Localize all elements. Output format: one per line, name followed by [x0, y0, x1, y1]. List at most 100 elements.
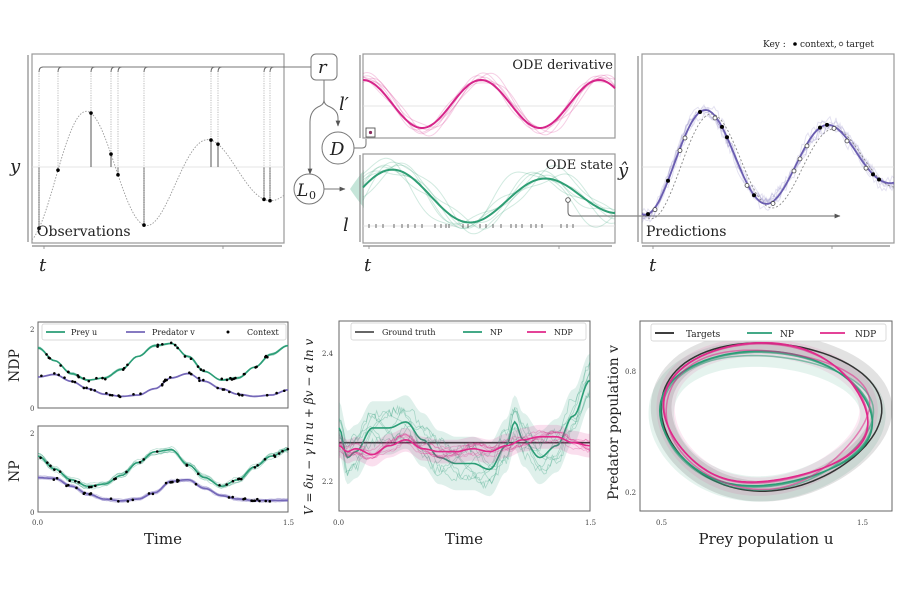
observation-point	[56, 168, 60, 172]
context-point	[202, 378, 205, 382]
state-time-ticks	[368, 224, 574, 228]
prediction-target-point	[677, 148, 683, 153]
observation-bus-branch	[110, 66, 116, 73]
context-point	[139, 392, 142, 395]
v-xtick-0: 0.0	[333, 519, 344, 527]
context-point	[225, 378, 229, 382]
context-point	[185, 464, 189, 467]
context-point	[122, 366, 126, 370]
context-point	[131, 498, 135, 502]
context-point	[39, 456, 42, 460]
phase-loop-np	[660, 354, 875, 491]
context-point	[243, 372, 246, 376]
sample-line	[338, 430, 591, 458]
context-point	[110, 394, 114, 397]
state-sample-curve	[362, 164, 616, 224]
context-point	[263, 457, 267, 461]
context-point	[151, 492, 155, 496]
derivative-curve	[362, 78, 616, 129]
context-point	[155, 450, 159, 453]
context-point	[171, 480, 174, 484]
conserved-quantity-chart: Ground truth NP NDP 2.4 2.2 0.0 1.5 V = …	[302, 320, 596, 548]
observation-bus-branch	[117, 66, 123, 73]
context-point	[165, 378, 168, 382]
context-point	[194, 482, 198, 486]
observations-x-label: t	[39, 255, 47, 276]
phase-legend: Targets NP NDP	[650, 323, 887, 342]
observation-bus-branch	[38, 66, 44, 73]
predictions-panel: Predictions ŷ t	[617, 53, 895, 276]
sample-line	[37, 475, 289, 502]
context-point	[273, 455, 277, 458]
context-point	[242, 497, 245, 501]
legend-np: NP	[490, 328, 503, 337]
np-ytick-0: 0	[30, 509, 34, 517]
context-point	[216, 386, 219, 390]
context-point	[46, 461, 49, 464]
observation-point	[268, 198, 272, 203]
encoder-graph: r D L 0	[43, 53, 367, 208]
context-point	[40, 374, 43, 378]
context-marker-icon	[793, 42, 797, 46]
phase-xtick-1.5: 1.5	[857, 519, 868, 527]
observation-bus-branch	[263, 66, 269, 73]
np-xtick-1: 1.5	[283, 519, 294, 527]
context-point	[45, 353, 48, 356]
context-point	[231, 495, 235, 499]
context-point	[117, 499, 120, 503]
context-point	[57, 373, 60, 377]
context-point	[55, 476, 59, 480]
context-point	[228, 390, 231, 394]
context-point	[76, 374, 80, 377]
context-point	[58, 470, 62, 473]
context-point	[90, 485, 93, 489]
context-point	[198, 379, 201, 383]
v-ytick-2.4: 2.4	[322, 350, 334, 358]
observation-bus-branch	[90, 66, 96, 73]
phase-x-label: Prey population u	[699, 530, 834, 548]
context-point	[82, 492, 86, 495]
context-point	[168, 375, 172, 379]
context-point	[218, 483, 221, 487]
context-point	[65, 484, 68, 488]
prediction-context-point	[720, 124, 724, 129]
context-point	[87, 485, 91, 489]
context-point	[282, 389, 286, 393]
legend-predator: Predator v	[152, 328, 195, 337]
ndp-ytick-2: 2	[30, 326, 34, 334]
context-point	[147, 492, 151, 495]
context-point	[265, 393, 269, 397]
ndp-ytick-0: 0	[30, 405, 34, 413]
legend-context: Context	[247, 328, 280, 337]
state-query-point	[565, 197, 571, 203]
derivative-sample-curve	[362, 77, 616, 129]
derivative-sample-curve	[362, 71, 616, 137]
derivative-sample-curve	[362, 75, 616, 131]
r-node-label: r	[318, 57, 328, 78]
np-xtick-0: 0.0	[32, 519, 43, 527]
sample-line	[338, 429, 591, 458]
observation-bus-branch	[269, 66, 275, 73]
uncertainty-band	[339, 353, 590, 497]
prediction-context-point	[646, 212, 650, 217]
context-point	[231, 479, 235, 483]
sample-line	[37, 447, 289, 487]
v-xtick-1: 1.5	[585, 519, 596, 527]
context-point	[93, 389, 97, 392]
context-point	[189, 357, 193, 361]
observation-bus-branch	[210, 66, 216, 73]
predictions-title: Predictions	[646, 224, 726, 240]
context-point	[63, 376, 66, 379]
observation-point	[209, 138, 213, 142]
context-point	[105, 391, 108, 395]
prediction-target-point	[744, 183, 750, 188]
context-point	[160, 382, 164, 386]
context-point	[256, 463, 259, 467]
ode-state-panel: ODE state l t	[343, 153, 841, 276]
observation-point	[262, 197, 266, 202]
ndp-y-label: NDP	[7, 349, 23, 382]
context-point	[220, 377, 224, 381]
context-point	[126, 500, 130, 503]
sample-line	[338, 372, 591, 490]
prediction-context-point	[698, 109, 702, 114]
